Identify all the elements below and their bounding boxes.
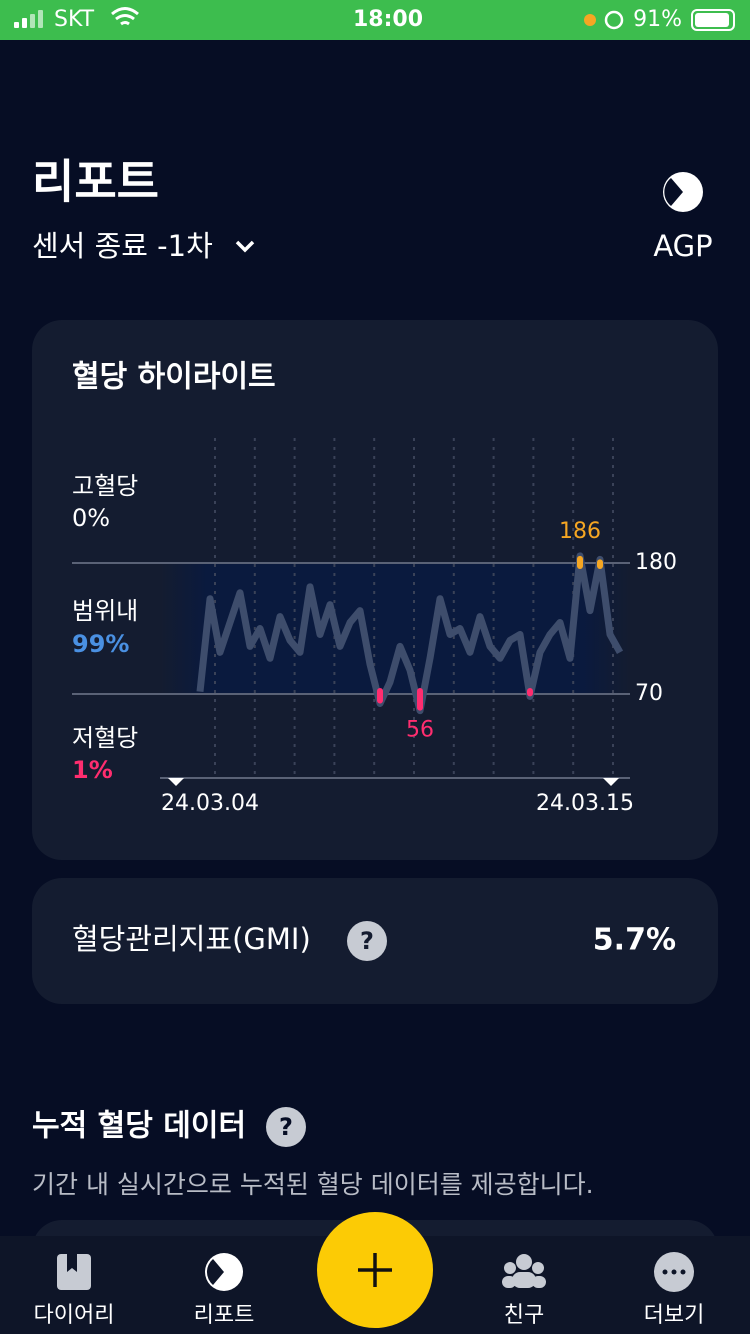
gmi-label: 혈당관리지표(GMI) <box>72 922 311 956</box>
low-mark <box>417 688 423 711</box>
tab-labels: 다이어리 리포트 친구 더보기 <box>34 1303 705 1328</box>
battery-icon <box>691 9 735 31</box>
in-range-label: 범위내 <box>72 597 138 625</box>
in-range-value: 99% <box>72 630 129 658</box>
high-label: 고혈당 <box>72 472 138 500</box>
carrier: SKT <box>54 7 95 32</box>
battery-level <box>695 13 729 27</box>
start-date: 24.03.04 <box>161 791 259 816</box>
wifi-icon <box>111 7 139 26</box>
end-marker <box>603 778 619 786</box>
tab-label[interactable]: 리포트 <box>194 1303 255 1328</box>
tab-label[interactable]: 친구 <box>504 1303 544 1328</box>
chevron <box>235 240 255 253</box>
glucose-line <box>196 552 624 715</box>
agp-label[interactable]: AGP <box>653 229 712 263</box>
tab-label[interactable]: 더보기 <box>644 1303 705 1328</box>
time: 18:00 <box>353 7 423 32</box>
section-description: 기간 내 실시간으로 누적된 혈당 데이터를 제공합니다. <box>32 1170 594 1199</box>
start-marker <box>168 778 184 786</box>
gmi-value: 5.7% <box>593 923 676 958</box>
end-date: 24.03.15 <box>536 791 634 816</box>
sensor-select[interactable]: 센서 종료 -1차 <box>32 229 213 263</box>
low-mark <box>527 688 533 697</box>
friends-icon <box>502 1254 546 1288</box>
agp-icon-part <box>664 178 683 206</box>
alarm-icon <box>604 10 624 30</box>
help-mark: ? <box>279 1113 293 1141</box>
help-icon[interactable] <box>347 921 387 961</box>
high-mark <box>597 559 603 569</box>
battery-text: 91% <box>633 7 682 32</box>
status-bar <box>0 0 750 40</box>
high-value: 0% <box>72 504 110 532</box>
title: 리포트 <box>32 155 159 209</box>
section-title: 누적 혈당 데이터 <box>32 1109 246 1144</box>
high-mark <box>577 555 583 569</box>
low-value: 1% <box>72 756 113 784</box>
more-dots <box>662 1269 686 1275</box>
upper-line-label: 180 <box>635 550 677 575</box>
low-mark <box>377 688 383 704</box>
report-icon-part <box>206 1259 224 1285</box>
plus-icon <box>358 1253 392 1287</box>
max-label: 186 <box>559 519 601 544</box>
lower-line-label: 70 <box>635 681 663 706</box>
tab-label[interactable]: 다이어리 <box>34 1303 115 1328</box>
diary-icon <box>57 1254 91 1290</box>
card-title: 혈당 하이라이트 <box>72 360 276 395</box>
low-label: 저혈당 <box>72 724 138 752</box>
help-icon[interactable] <box>266 1107 306 1147</box>
help-mark: ? <box>360 927 374 955</box>
dot <box>584 14 596 26</box>
signal-icon <box>14 10 43 28</box>
min-label: 56 <box>406 718 434 743</box>
glucose-chart: 180 70 24.03.04 24.03.15 186 56 <box>72 438 677 816</box>
diary-icon-part <box>67 1254 77 1272</box>
